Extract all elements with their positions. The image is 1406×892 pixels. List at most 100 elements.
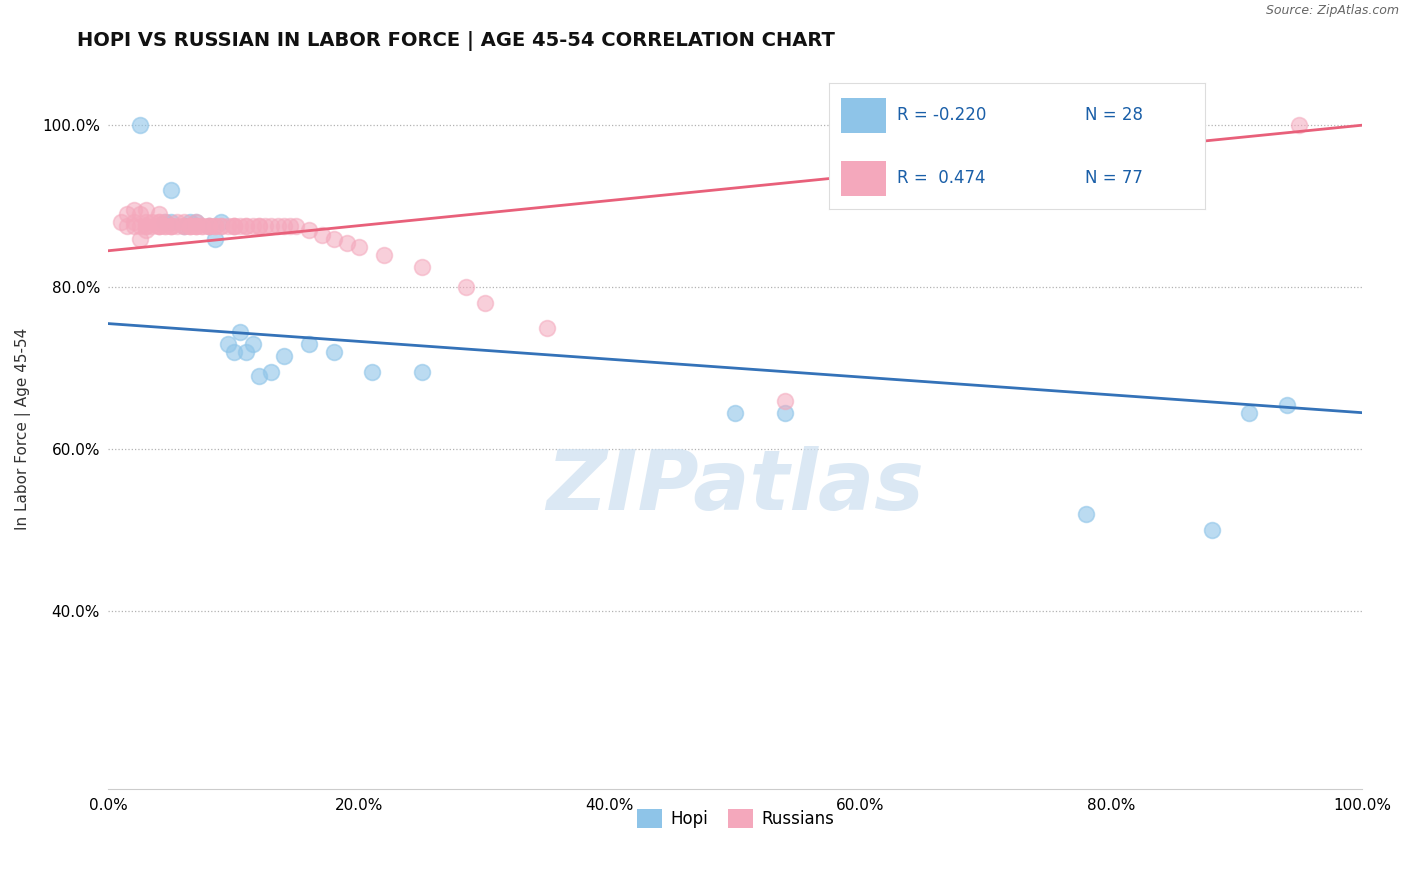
Point (186, 215, 208, 229)
Point (179, 219, 201, 234)
Point (135, 219, 157, 234)
Point (254, 219, 277, 234)
Point (128, 219, 150, 234)
Point (273, 349, 295, 363)
Point (166, 219, 188, 234)
Point (285, 219, 308, 234)
Y-axis label: In Labor Force | Age 45-54: In Labor Force | Age 45-54 (15, 327, 31, 530)
Point (179, 219, 201, 234)
Point (347, 240, 370, 254)
Text: HOPI VS RUSSIAN IN LABOR FORCE | AGE 45-54 CORRELATION CHART: HOPI VS RUSSIAN IN LABOR FORCE | AGE 45-… (77, 31, 835, 51)
Point (173, 219, 195, 234)
Point (260, 219, 283, 234)
Point (260, 365, 283, 379)
Point (311, 227, 333, 242)
Point (179, 215, 201, 229)
Point (217, 336, 239, 351)
Point (141, 219, 163, 234)
Point (266, 219, 288, 234)
Point (360, 365, 382, 379)
Point (117, 207, 139, 221)
Point (247, 219, 270, 234)
Point (197, 219, 219, 234)
Point (117, 219, 139, 234)
Point (411, 365, 433, 379)
Point (1076, 507, 1098, 521)
Point (222, 219, 245, 234)
Point (148, 219, 170, 234)
Text: ZIPatlas: ZIPatlas (547, 446, 924, 527)
Point (1288, 118, 1310, 132)
Point (229, 219, 252, 234)
Point (1201, 523, 1223, 537)
Point (148, 219, 170, 234)
Point (197, 219, 219, 234)
Point (235, 219, 257, 234)
Point (128, 118, 150, 132)
Point (204, 219, 226, 234)
Point (209, 219, 232, 234)
Point (222, 219, 245, 234)
Point (160, 219, 183, 234)
Point (186, 219, 208, 234)
Point (242, 336, 264, 351)
Point (1275, 398, 1298, 412)
Legend: Hopi, Russians: Hopi, Russians (630, 803, 841, 835)
Point (135, 203, 157, 218)
Point (204, 231, 226, 245)
Point (153, 215, 176, 229)
Point (166, 215, 188, 229)
Point (222, 345, 245, 359)
Point (160, 183, 183, 197)
Point (273, 219, 295, 234)
Point (153, 219, 176, 234)
Point (160, 219, 183, 234)
Point (204, 219, 226, 234)
Point (222, 219, 245, 234)
Point (209, 215, 232, 229)
Point (454, 280, 477, 294)
Point (173, 219, 195, 234)
Point (173, 215, 195, 229)
Point (298, 336, 321, 351)
Point (122, 219, 145, 234)
Point (373, 248, 395, 262)
Point (148, 215, 170, 229)
Point (724, 406, 747, 420)
Point (186, 219, 208, 234)
Point (122, 215, 145, 229)
Point (217, 219, 239, 234)
Point (153, 219, 176, 234)
Point (775, 406, 797, 420)
Point (323, 345, 346, 359)
Point (186, 215, 208, 229)
Point (242, 219, 264, 234)
Point (153, 215, 176, 229)
Point (474, 296, 496, 310)
Point (278, 219, 301, 234)
Point (229, 325, 252, 339)
Point (135, 215, 157, 229)
Text: Source: ZipAtlas.com: Source: ZipAtlas.com (1265, 4, 1399, 18)
Point (160, 215, 183, 229)
Point (148, 215, 170, 229)
Point (336, 235, 359, 250)
Point (128, 207, 150, 221)
Point (128, 231, 150, 245)
Point (235, 345, 257, 359)
Point (191, 219, 214, 234)
Point (209, 219, 232, 234)
Point (191, 219, 214, 234)
Point (298, 223, 321, 237)
Point (186, 219, 208, 234)
Point (197, 219, 219, 234)
Point (122, 203, 145, 218)
Point (179, 219, 201, 234)
Point (235, 219, 257, 234)
Point (141, 215, 163, 229)
Point (160, 219, 183, 234)
Point (148, 207, 170, 221)
Point (110, 215, 132, 229)
Point (247, 219, 270, 234)
Point (135, 219, 157, 234)
